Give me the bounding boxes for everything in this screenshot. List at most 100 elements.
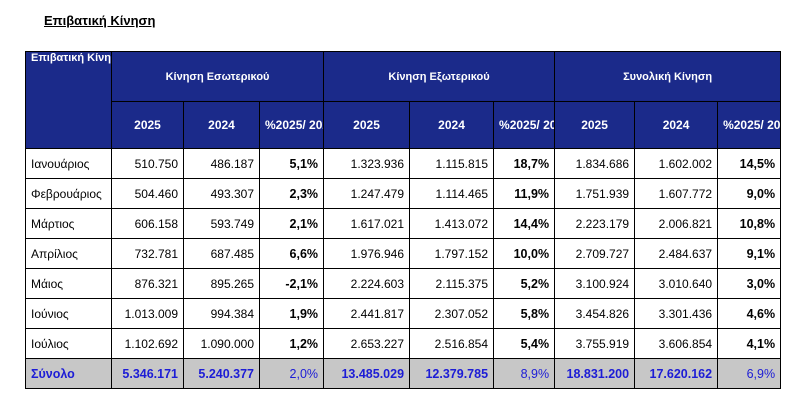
month-cell: Φεβρουάριος [25,178,112,209]
domestic-change-cell: 2,3% [258,178,325,209]
total-2025-total: 18.831.200 [554,358,636,389]
international-change-cell: 11,9% [493,178,556,209]
total-2024-cell: 3.301.436 [634,298,719,329]
international-change-cell: 5,2% [493,268,556,299]
month-cell: Ιούλιος [25,328,112,359]
table-row: Ιανουάριος 510.750 486.187 5,1% 1.323.93… [25,148,782,179]
international-2025-cell: 2.653.227 [323,328,411,359]
domestic-change-cell: -2,1% [258,268,325,299]
total-2024-cell: 3.010.640 [634,268,719,299]
domestic-2025-cell: 732.781 [111,238,184,269]
international-change-cell: 5,8% [493,298,556,329]
total-change-cell: 9,1% [717,238,782,269]
table-row: Μάιος 876.321 895.265 -2,1% 2.224.603 2.… [25,268,782,299]
domestic-2024-cell: 486.187 [183,148,260,179]
international-2024-cell: 1.797.152 [409,238,495,269]
month-cell: Απρίλιος [25,238,112,269]
total-change-total: 6,9% [717,358,782,389]
domestic-2024-cell: 1.090.000 [183,328,260,359]
col-header-2024: 2024 [183,101,260,149]
col-header-change: %2025/ 2024 [717,101,782,149]
international-2025-cell: 2.224.603 [323,268,411,299]
total-change-cell: 4,1% [717,328,782,359]
international-2024-total: 12.379.785 [409,358,495,389]
total-2025-cell: 2.223.179 [554,208,636,239]
domestic-2024-cell: 493.307 [183,178,260,209]
domestic-2024-total: 5.240.377 [183,358,260,389]
total-2024-cell: 2.006.821 [634,208,719,239]
month-cell: Μάρτιος [25,208,112,239]
total-label-cell: Σύνολο [25,358,112,389]
international-2025-cell: 1.976.946 [323,238,411,269]
total-change-cell: 4,6% [717,298,782,329]
col-header-change: %2025/ 2024 [493,101,556,149]
international-2025-cell: 1.617.021 [323,208,411,239]
total-change-cell: 14,5% [717,148,782,179]
domestic-2025-cell: 876.321 [111,268,184,299]
group-header-international: Κίνηση Εξωτερικού [323,51,556,102]
domestic-change-cell: 1,2% [258,328,325,359]
domestic-change-cell: 1,9% [258,298,325,329]
domestic-2025-cell: 504.460 [111,178,184,209]
domestic-2024-cell: 994.384 [183,298,260,329]
col-header-2025: 2025 [323,101,411,149]
total-2024-cell: 2.484.637 [634,238,719,269]
total-row: Σύνολο 5.346.171 5.240.377 2,0% 13.485.0… [25,358,782,389]
international-2024-cell: 1.114.465 [409,178,495,209]
domestic-change-cell: 5,1% [258,148,325,179]
domestic-2025-cell: 1.013.009 [111,298,184,329]
table-row: Ιούνιος 1.013.009 994.384 1,9% 2.441.817… [25,298,782,329]
col-header-2024: 2024 [634,101,719,149]
total-2025-cell: 3.755.919 [554,328,636,359]
group-header-total: Συνολική Κίνηση [554,51,782,102]
domestic-2025-cell: 606.158 [111,208,184,239]
international-change-cell: 5,4% [493,328,556,359]
domestic-2025-cell: 510.750 [111,148,184,179]
international-change-total: 8,9% [493,358,556,389]
total-2025-cell: 3.454.826 [554,298,636,329]
group-header-domestic: Κίνηση Εσωτερικού [110,51,325,102]
table-body: Ιανουάριος 510.750 486.187 5,1% 1.323.93… [25,148,782,389]
international-2024-cell: 1.115.815 [409,148,495,179]
domestic-2024-cell: 895.265 [183,268,260,299]
total-2024-total: 17.620.162 [634,358,719,389]
month-cell: Ιανουάριος [25,148,112,179]
table-row: Ιούλιος 1.102.692 1.090.000 1,2% 2.653.2… [25,328,782,359]
international-2024-cell: 2.115.375 [409,268,495,299]
domestic-change-total: 2,0% [258,358,325,389]
table-row: Απρίλιος 732.781 687.485 6,6% 1.976.946 … [25,238,782,269]
col-header-change: %2025/ 2024 [258,101,325,149]
international-change-cell: 10,0% [493,238,556,269]
total-2025-cell: 2.709.727 [554,238,636,269]
total-change-cell: 10,8% [717,208,782,239]
col-header-2024: 2024 [409,101,495,149]
total-change-cell: 3,0% [717,268,782,299]
table-row: Μάρτιος 606.158 593.749 2,1% 1.617.021 1… [25,208,782,239]
international-change-cell: 18,7% [493,148,556,179]
total-2025-cell: 1.751.939 [554,178,636,209]
passenger-traffic-table: Επιβατική Κίνηση Κίνηση Εσωτερικού Κίνησ… [25,51,782,389]
total-2024-cell: 1.602.002 [634,148,719,179]
international-2024-cell: 2.307.052 [409,298,495,329]
international-2025-cell: 1.323.936 [323,148,411,179]
international-2025-cell: 1.247.479 [323,178,411,209]
total-2024-cell: 3.606.854 [634,328,719,359]
domestic-change-cell: 2,1% [258,208,325,239]
total-change-cell: 9,0% [717,178,782,209]
col-header-2025: 2025 [111,101,184,149]
col-header-2025: 2025 [554,101,636,149]
domestic-2025-cell: 1.102.692 [111,328,184,359]
total-2025-cell: 3.100.924 [554,268,636,299]
international-2025-total: 13.485.029 [323,358,411,389]
total-2025-cell: 1.834.686 [554,148,636,179]
table-header: Επιβατική Κίνηση Κίνηση Εσωτερικού Κίνησ… [25,51,782,149]
row-label-header: Επιβατική Κίνηση [25,51,112,149]
domestic-2025-total: 5.346.171 [111,358,184,389]
international-2024-cell: 1.413.072 [409,208,495,239]
international-2024-cell: 2.516.854 [409,328,495,359]
international-2025-cell: 2.441.817 [323,298,411,329]
international-change-cell: 14,4% [493,208,556,239]
table-row: Φεβρουάριος 504.460 493.307 2,3% 1.247.4… [25,178,782,209]
page-title: Επιβατική Κίνηση [44,13,156,28]
domestic-2024-cell: 687.485 [183,238,260,269]
